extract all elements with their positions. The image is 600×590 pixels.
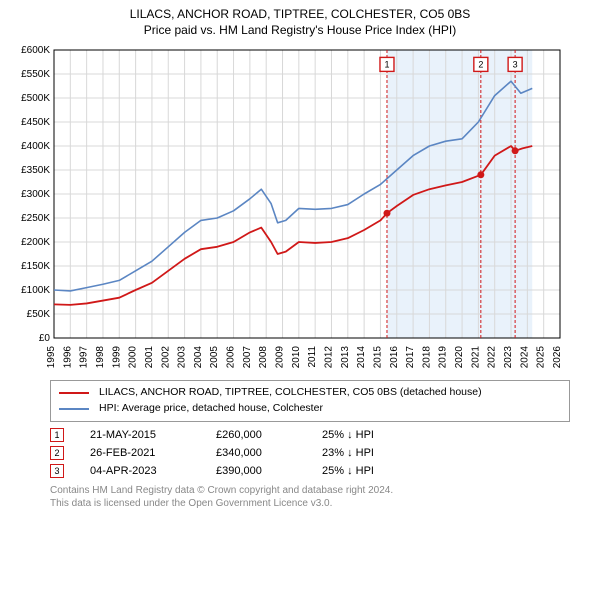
- legend-label: HPI: Average price, detached house, Colc…: [99, 401, 323, 417]
- svg-text:2012: 2012: [323, 346, 334, 369]
- svg-text:£50K: £50K: [27, 309, 51, 320]
- svg-text:2002: 2002: [160, 346, 171, 369]
- svg-text:2024: 2024: [519, 346, 530, 369]
- sales-date: 26-FEB-2021: [90, 447, 190, 459]
- svg-text:£450K: £450K: [21, 117, 50, 128]
- svg-text:1999: 1999: [111, 346, 122, 369]
- svg-text:1: 1: [384, 60, 389, 70]
- svg-text:2005: 2005: [209, 346, 220, 369]
- svg-text:2021: 2021: [470, 346, 481, 369]
- svg-text:£500K: £500K: [21, 93, 50, 104]
- sales-diff: 23% ↓ HPI: [322, 447, 374, 459]
- svg-text:2008: 2008: [258, 346, 269, 369]
- svg-text:£250K: £250K: [21, 213, 50, 224]
- sales-date: 21-MAY-2015: [90, 429, 190, 441]
- svg-text:£550K: £550K: [21, 69, 50, 80]
- svg-text:£350K: £350K: [21, 165, 50, 176]
- chart-title-1: LILACS, ANCHOR ROAD, TIPTREE, COLCHESTER…: [10, 6, 590, 22]
- svg-text:3: 3: [513, 60, 518, 70]
- legend-swatch: [59, 408, 89, 410]
- legend-row: LILACS, ANCHOR ROAD, TIPTREE, COLCHESTER…: [59, 385, 561, 401]
- svg-text:2011: 2011: [307, 346, 318, 368]
- svg-text:2019: 2019: [438, 346, 449, 369]
- sales-row: 2 26-FEB-2021 £340,000 23% ↓ HPI: [50, 444, 570, 462]
- svg-text:2020: 2020: [454, 346, 465, 369]
- legend-label: LILACS, ANCHOR ROAD, TIPTREE, COLCHESTER…: [99, 385, 482, 401]
- svg-text:£600K: £600K: [21, 45, 50, 56]
- svg-text:£200K: £200K: [21, 237, 50, 248]
- svg-text:2004: 2004: [193, 346, 204, 369]
- svg-text:£400K: £400K: [21, 141, 50, 152]
- svg-text:£300K: £300K: [21, 189, 50, 200]
- svg-text:2001: 2001: [144, 346, 155, 369]
- svg-text:2014: 2014: [356, 346, 367, 369]
- sales-row: 3 04-APR-2023 £390,000 25% ↓ HPI: [50, 462, 570, 480]
- line-chart: £0 £50K £100K £150K £200K £250K £300K £350K £400…: [10, 44, 570, 374]
- svg-text:£100K: £100K: [21, 285, 50, 296]
- svg-text:2009: 2009: [275, 346, 286, 369]
- legend: LILACS, ANCHOR ROAD, TIPTREE, COLCHESTER…: [50, 380, 570, 422]
- svg-text:2007: 2007: [242, 346, 253, 369]
- legend-swatch: [59, 392, 89, 394]
- svg-text:2016: 2016: [389, 346, 400, 369]
- sales-price: £340,000: [216, 447, 296, 459]
- svg-text:£150K: £150K: [21, 261, 50, 272]
- sales-price: £390,000: [216, 465, 296, 477]
- sales-diff: 25% ↓ HPI: [322, 429, 374, 441]
- sales-price: £260,000: [216, 429, 296, 441]
- svg-text:2022: 2022: [487, 346, 498, 369]
- svg-text:1996: 1996: [62, 346, 73, 369]
- svg-text:2006: 2006: [226, 346, 237, 369]
- chart-title-2: Price paid vs. HM Land Registry's House …: [10, 22, 590, 38]
- chart-area: £0 £50K £100K £150K £200K £250K £300K £350K £400…: [10, 44, 590, 374]
- footnote-line-2: This data is licensed under the Open Gov…: [50, 497, 570, 510]
- sales-marker: 3: [50, 464, 64, 478]
- sales-marker: 1: [50, 428, 64, 442]
- svg-text:£0: £0: [39, 333, 51, 344]
- svg-text:1997: 1997: [79, 346, 90, 369]
- svg-text:2025: 2025: [536, 346, 547, 369]
- svg-text:2: 2: [478, 60, 483, 70]
- svg-text:2026: 2026: [552, 346, 563, 369]
- sales-marker: 2: [50, 446, 64, 460]
- svg-text:2010: 2010: [291, 346, 302, 369]
- svg-text:1998: 1998: [95, 346, 106, 369]
- sales-row: 1 21-MAY-2015 £260,000 25% ↓ HPI: [50, 426, 570, 444]
- legend-row: HPI: Average price, detached house, Colc…: [59, 401, 561, 417]
- svg-text:2023: 2023: [503, 346, 514, 369]
- svg-text:2017: 2017: [405, 346, 416, 369]
- svg-text:2015: 2015: [372, 346, 383, 369]
- svg-text:2013: 2013: [340, 346, 351, 369]
- footnote-line-1: Contains HM Land Registry data © Crown c…: [50, 484, 570, 497]
- sales-diff: 25% ↓ HPI: [322, 465, 374, 477]
- sales-date: 04-APR-2023: [90, 465, 190, 477]
- svg-text:2003: 2003: [177, 346, 188, 369]
- svg-text:2000: 2000: [128, 346, 139, 369]
- sales-table: 1 21-MAY-2015 £260,000 25% ↓ HPI 2 26-FEB-202…: [50, 426, 570, 480]
- svg-text:2018: 2018: [421, 346, 432, 369]
- svg-text:1995: 1995: [46, 346, 57, 369]
